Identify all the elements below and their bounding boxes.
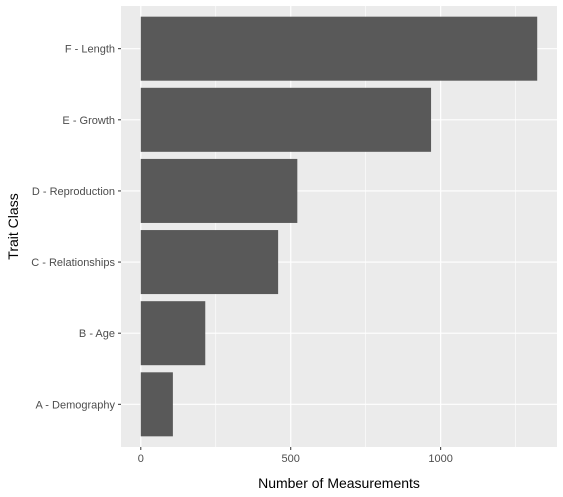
y-tick-label: B - Age (79, 328, 115, 340)
x-tick-label: 0 (138, 453, 144, 465)
x-axis-title: Number of Measurements (258, 475, 420, 491)
bars (140, 16, 538, 437)
y-tick-label: C - Relationships (31, 257, 115, 269)
y-tick-label: F - Length (65, 44, 115, 56)
x-tick-label: 1000 (428, 453, 452, 465)
bar (140, 230, 279, 295)
x-tick-label: 500 (282, 453, 300, 465)
bar (140, 87, 432, 152)
bar (140, 16, 538, 81)
y-tick-label: E - Growth (62, 115, 115, 127)
bar (140, 301, 206, 366)
bar (140, 372, 173, 437)
x-axis-ticks: 0 500 1000 (138, 447, 453, 465)
y-axis-ticks: A - Demography B - Age C - Relationships D … (31, 44, 121, 411)
y-axis-title: Trait Class (5, 193, 21, 259)
bar (140, 158, 298, 223)
y-tick-label: D - Reproduction (32, 186, 115, 198)
y-tick-label: A - Demography (36, 399, 116, 411)
